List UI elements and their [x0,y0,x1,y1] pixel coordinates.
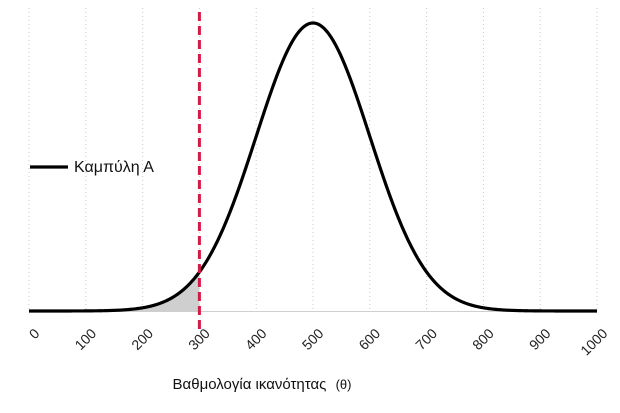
x-axis-title-symbol: (θ) [336,377,352,392]
shaded-area [29,272,200,311]
x-tick-label: 200 [128,325,156,353]
x-tick-label: 900 [526,325,554,353]
x-tick-label: 500 [299,325,327,353]
x-tick-label: 400 [242,325,270,353]
legend-label: Καμπύλη Α [74,159,154,176]
x-axis-title-text: Βαθμολογία ικανότητας [173,376,327,393]
series-line-curve-a [28,21,598,313]
legend: Καμπύλη Α [30,159,154,176]
x-tick-label: 300 [185,325,213,353]
x-tick-label: 100 [71,325,99,353]
x-tick-label: 0 [26,325,43,342]
x-axis-title: Βαθμολογία ικανότητας (θ) [173,376,352,393]
x-tick-label: 1000 [577,325,610,358]
x-tick-label: 800 [469,325,497,353]
x-tick-label: 600 [355,325,383,353]
grid [28,8,598,311]
x-tick-label: 700 [412,325,440,353]
x-axis-ticks: 0 100 200 300 400 500 600 700 800 900 1000 [26,325,611,358]
